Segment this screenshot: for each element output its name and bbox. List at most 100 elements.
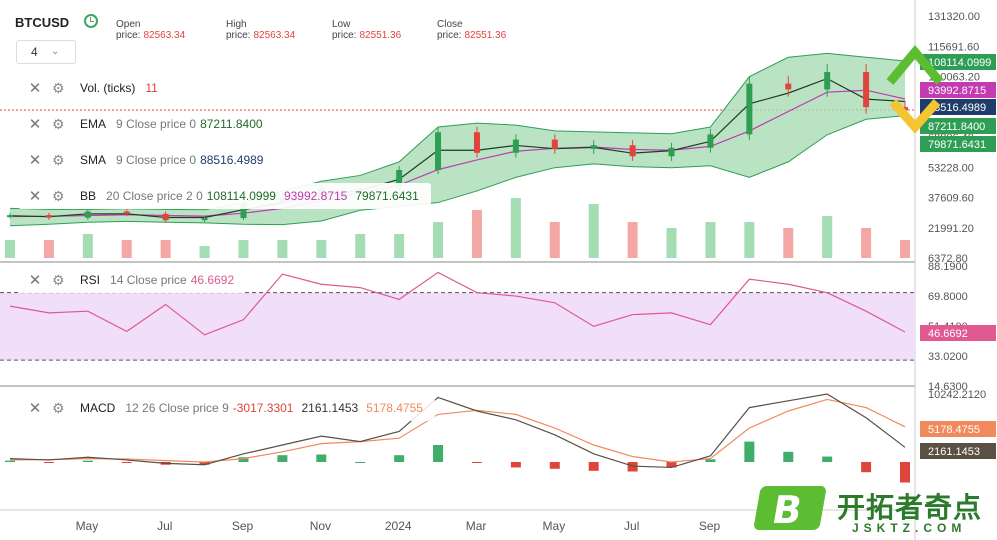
candle: [551, 139, 558, 149]
indicator-vol: ✕ ⚙ Vol. (ticks) 11: [18, 75, 170, 101]
macd-histogram-bar: [666, 462, 677, 468]
candle: [123, 211, 130, 214]
indicator-bb: ✕ ⚙ BB 20 Close price 2 0 108114.0999 939…: [18, 183, 431, 209]
rsi-band: [0, 292, 915, 361]
price-tick-label: 6372.80: [928, 253, 968, 265]
macd-histogram-bar: [394, 455, 405, 462]
candle: [746, 83, 753, 135]
macd-histogram-bar: [43, 462, 54, 463]
macd-value-box: [920, 443, 996, 459]
logo-text: 开拓者奇点: [837, 491, 983, 524]
close-icon[interactable]: ✕: [28, 152, 42, 169]
indicator-name: BB: [80, 189, 97, 203]
macd-histogram-bar: [355, 462, 366, 463]
price-label: 108114.0999: [928, 57, 991, 69]
x-tick-label: Sep: [699, 519, 721, 533]
indicator-name: SMA: [80, 153, 107, 167]
close-icon[interactable]: ✕: [28, 116, 42, 133]
gear-icon[interactable]: ⚙: [52, 399, 65, 416]
volume-bar: [43, 240, 54, 258]
volume-bar: [666, 228, 677, 258]
macd-histogram-bar: [627, 462, 638, 472]
x-tick-label: Mar: [466, 519, 487, 533]
indicator-ema: ✕ ⚙ EMA 9 Close price 0 87211.8400: [18, 111, 275, 137]
indicator-value: 88516.4989: [200, 153, 264, 167]
close-icon[interactable]: ✕: [28, 400, 42, 417]
volume-bar: [5, 240, 15, 258]
macd-histogram-bar: [471, 462, 482, 463]
bb-band-fill: [10, 53, 905, 226]
logo-badge: B: [753, 486, 827, 532]
indicator-name: RSI: [80, 273, 101, 287]
open-price: Open price: 82563.34: [116, 19, 186, 41]
macd-histogram-bar: [822, 456, 833, 462]
macd-value-label: 2161.1453: [928, 446, 980, 458]
chevron-down-icon: ⌄: [51, 46, 60, 57]
arrow-green: [886, 44, 944, 85]
rsi-value-box: [920, 325, 996, 341]
symbol-label[interactable]: BTCUSD: [15, 15, 70, 30]
bb-lower-line: [9, 115, 906, 227]
interval-select[interactable]: 4 ⌄: [16, 40, 76, 64]
low-price: Low price: 82551.36: [332, 19, 402, 41]
volume-bar: [861, 228, 872, 258]
price-label-box: [920, 136, 996, 152]
candle: [707, 134, 714, 148]
candle: [162, 213, 169, 221]
indicator-params: 9 Close price 0: [116, 117, 197, 131]
close-price: Close price: 82551.36: [437, 19, 507, 41]
macd-histogram-bar: [316, 454, 327, 462]
macd-value-3: 5178.4755: [366, 401, 423, 415]
candle: [902, 107, 908, 111]
indicator-params: 9 Close price 0: [116, 153, 197, 167]
clock-icon[interactable]: [84, 14, 98, 28]
macd-value-2: 2161.1453: [301, 401, 359, 415]
gear-icon[interactable]: ⚙: [52, 115, 65, 132]
gear-icon[interactable]: ⚙: [52, 271, 65, 288]
close-icon[interactable]: ✕: [28, 188, 42, 205]
indicator-params: 12 26 Close price 9: [125, 401, 229, 415]
price-tick-label: 131320.00: [928, 11, 980, 23]
gear-icon[interactable]: ⚙: [52, 79, 65, 96]
watermark-logo: B 开拓者奇点 JSKTZ.COM: [753, 486, 997, 540]
candle: [863, 72, 870, 108]
price-label: 79871.6431: [928, 139, 986, 151]
volume-bar: [705, 222, 716, 258]
macd-histogram-bar: [5, 460, 15, 462]
macd-line: [9, 393, 906, 469]
x-tick-label: Jul: [157, 519, 172, 533]
macd-histogram-bar: [705, 459, 716, 462]
candle: [785, 83, 792, 90]
bb-lower-value: 79871.6431: [355, 189, 419, 203]
gear-icon[interactable]: ⚙: [52, 187, 65, 204]
rsi-line: [9, 271, 906, 336]
bb-mid-value: 93992.8715: [283, 189, 348, 203]
volume-bar: [783, 228, 794, 258]
volume-bar: [822, 216, 833, 258]
arrow-yellow: [889, 99, 941, 134]
macd-histogram-bar: [588, 462, 599, 471]
volume-bar: [316, 240, 327, 258]
indicator-value: 87211.8400: [200, 117, 263, 131]
volume-bar: [588, 204, 599, 258]
close-icon[interactable]: ✕: [28, 80, 42, 97]
gear-icon[interactable]: ⚙: [52, 151, 65, 168]
macd-histogram-bar: [510, 462, 521, 468]
candle: [45, 215, 52, 218]
volume-bar: [121, 240, 132, 258]
macd-histogram-bar: [121, 462, 132, 464]
indicator-value: 11: [145, 81, 158, 95]
candle: [668, 147, 675, 157]
macd-histogram-bar: [199, 462, 210, 465]
candle: [590, 145, 597, 149]
macd-histogram-bar: [433, 445, 444, 462]
volume-bar: [471, 210, 482, 258]
indicator-params: 20 Close price 2 0: [106, 189, 203, 203]
x-tick-label: Jul: [624, 519, 639, 533]
volume-bar: [355, 234, 366, 258]
candle: [473, 132, 480, 153]
close-icon[interactable]: ✕: [28, 272, 42, 289]
indicator-macd: ✕ ⚙ MACD 12 26 Close price 9 -3017.3301 2…: [18, 395, 435, 421]
